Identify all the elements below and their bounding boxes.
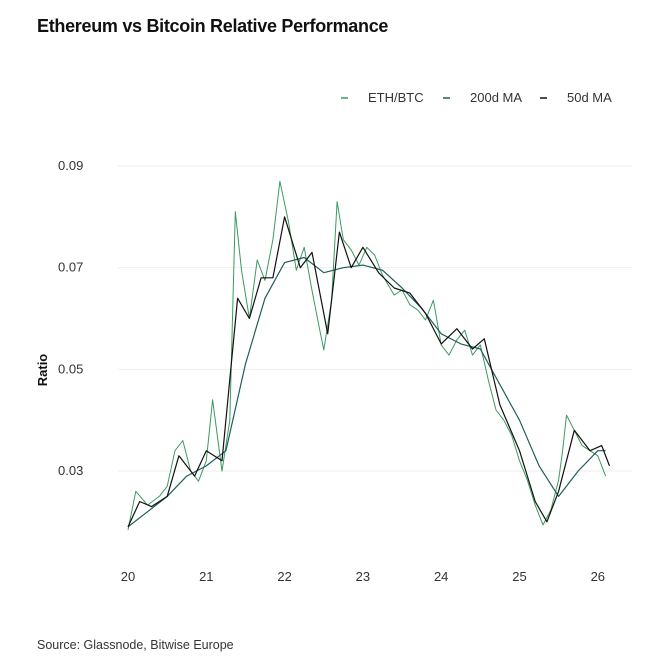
y-tick-label: 0.05 [58,361,83,376]
x-tick-label: 21 [199,569,213,584]
x-tick-label: 20 [121,569,135,584]
x-tick-label: 25 [512,569,526,584]
series-line-eth-btc [127,180,607,531]
y-tick-label: 0.03 [58,463,83,478]
y-tick-label: 0.09 [58,158,83,173]
x-tick-label: 24 [434,569,448,584]
legend-label: 200d MA [470,90,522,105]
series-line-200d-ma [127,256,606,528]
chart-title: Ethereum vs Bitcoin Relative Performance [37,16,389,36]
x-tick-label: 22 [277,569,291,584]
x-tick-label: 23 [356,569,370,584]
legend-label: ETH/BTC [368,90,424,105]
source-note: Source: Glassnode, Bitwise Europe [37,638,234,652]
y-tick-label: 0.07 [58,260,83,275]
x-tick-label: 26 [591,569,605,584]
series-line-50d-ma [127,216,611,528]
legend-label: 50d MA [567,90,612,105]
y-axis-label: Ratio [35,354,50,387]
